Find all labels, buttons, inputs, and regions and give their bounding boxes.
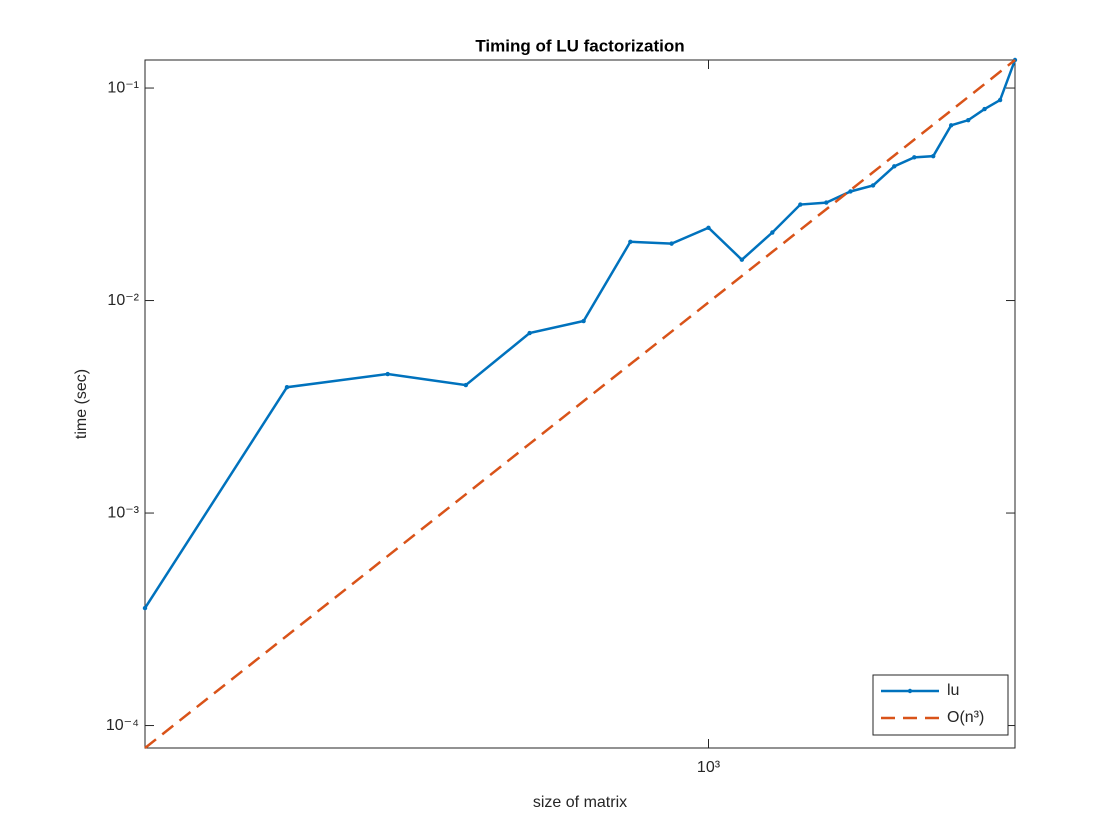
y-tick-label: 10⁻³: [107, 504, 139, 521]
data-point: [527, 330, 532, 336]
data-point: [463, 382, 469, 388]
data-point: [892, 164, 897, 169]
data-point: [997, 97, 1003, 103]
data-point: [848, 189, 853, 194]
data-point: [966, 117, 971, 123]
x-axis-label: size of matrix: [533, 794, 627, 811]
data-point: [669, 241, 674, 246]
legend-label: lu: [947, 682, 959, 699]
y-tick-label: 10⁻²: [107, 292, 139, 309]
data-point: [931, 153, 936, 159]
data-point: [142, 605, 148, 611]
y-axis-label: time (sec): [73, 369, 90, 439]
x-tick-label: 10³: [697, 759, 721, 776]
data-point: [870, 183, 876, 188]
axes-box: [144, 59, 1016, 749]
data-point: [982, 106, 987, 112]
data-point: [628, 239, 633, 244]
data-point: [706, 225, 711, 230]
data-point: [798, 202, 803, 207]
data-point: [581, 318, 586, 324]
legend-label: O(n³): [947, 709, 984, 726]
legend-box: [872, 674, 1009, 736]
data-point: [770, 230, 775, 235]
legend-marker: [907, 688, 913, 694]
data-point: [912, 155, 917, 160]
series-line: [144, 59, 1016, 749]
chart-title: Timing of LU factorization: [475, 36, 684, 55]
data-point: [284, 385, 290, 390]
y-tick-label: 10⁻⁴: [106, 717, 139, 734]
data-point: [385, 371, 390, 377]
y-tick-label: 10⁻¹: [107, 79, 139, 96]
data-point: [948, 123, 954, 128]
data-point: [739, 257, 745, 262]
data-point: [824, 200, 829, 205]
